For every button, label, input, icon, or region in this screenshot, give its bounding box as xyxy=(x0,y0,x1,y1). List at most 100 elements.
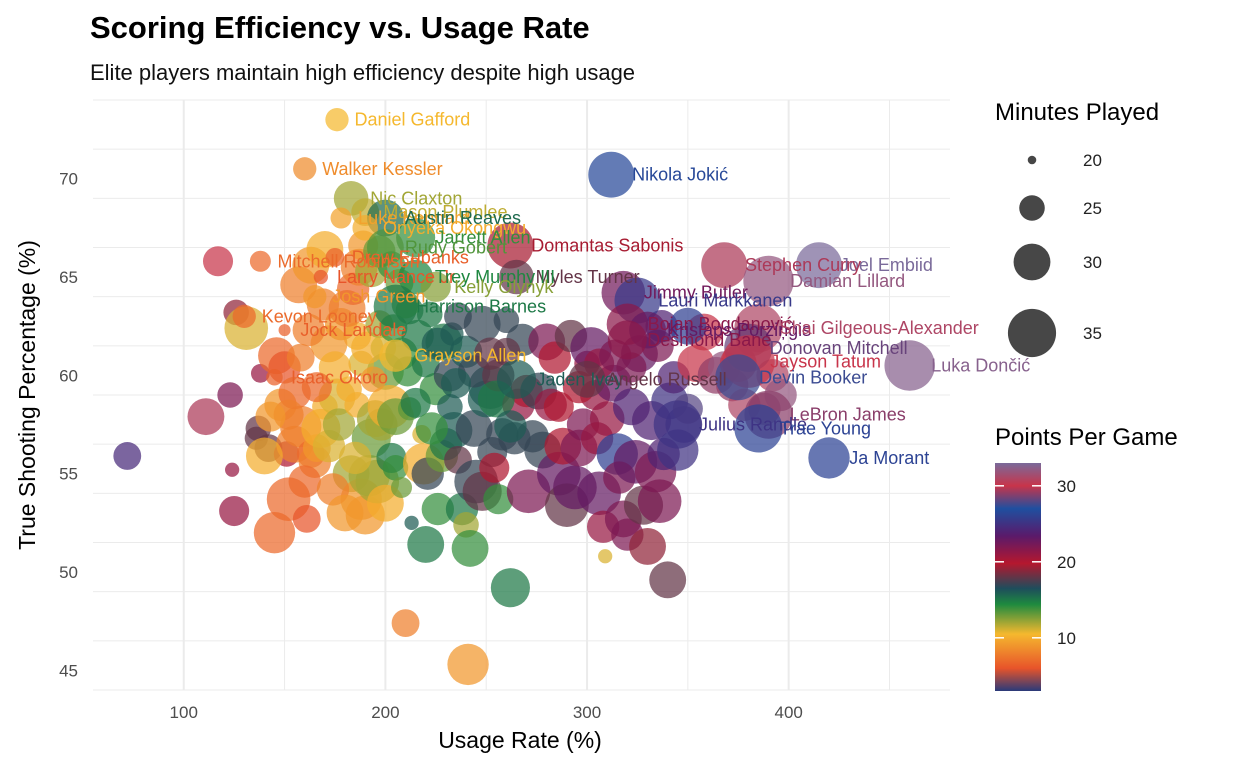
player-point xyxy=(292,313,325,347)
player-point-myles-turner xyxy=(499,259,534,295)
player-label: Bojan Bogdanović xyxy=(648,314,793,334)
player-point xyxy=(391,476,413,498)
y-tick-label: 55 xyxy=(59,465,78,484)
x-tick-label: 100 xyxy=(170,703,198,722)
player-point-domantas-sabonis xyxy=(487,222,534,269)
player-point xyxy=(479,452,510,483)
chart-title: Scoring Efficiency vs. Usage Rate xyxy=(90,10,590,45)
player-point xyxy=(421,492,454,526)
player-point xyxy=(360,366,387,393)
player-point xyxy=(455,410,493,447)
size-legend-key xyxy=(1007,308,1057,358)
size-legend-title: Minutes Played xyxy=(995,99,1159,126)
player-point xyxy=(288,465,321,498)
player-label: Walker Kessler xyxy=(322,159,442,179)
player-point xyxy=(440,368,472,399)
axes: Usage Rate (%) True Shooting Percentage … xyxy=(14,170,803,753)
player-point-mitchell-robinson xyxy=(249,250,271,272)
y-tick-label: 70 xyxy=(59,170,78,189)
player-label: Donovan Mitchell xyxy=(770,338,908,358)
player-point-larry-nance-jr- xyxy=(313,269,328,285)
size-legend-label: 25 xyxy=(1083,199,1102,218)
player-point xyxy=(255,401,286,432)
player-point-kevon-looney xyxy=(232,304,256,328)
player-point-ja-morant xyxy=(808,437,850,479)
player-point xyxy=(649,561,687,599)
player-label: Daniel Gafford xyxy=(354,110,470,130)
player-point xyxy=(490,568,530,608)
y-tick-label: 60 xyxy=(59,366,78,385)
player-label: Joel Embiid xyxy=(840,255,933,275)
point-labels: Daniel Gafford Walker Kessler Nikola Jokić… xyxy=(262,110,1031,468)
player-label: Trae Young xyxy=(780,418,871,438)
player-point xyxy=(451,529,489,567)
player-point xyxy=(421,327,454,361)
player-label: Shai Gilgeous-Alexander xyxy=(780,318,979,338)
player-point xyxy=(463,305,501,343)
player-point-harrison-barnes xyxy=(373,284,418,329)
player-point-devin-booker xyxy=(715,354,762,401)
player-point-isaac-okoro xyxy=(266,369,283,386)
player-point-nikola-joki- xyxy=(588,151,635,198)
player-label: Jimmy Butler xyxy=(644,283,748,303)
player-label: Austin Reaves xyxy=(405,208,521,228)
player-point xyxy=(253,511,296,554)
player-point xyxy=(391,609,420,638)
player-point xyxy=(415,412,448,445)
player-point-walker-kessler xyxy=(293,157,317,181)
player-label: Domantas Sabonis xyxy=(531,236,683,256)
player-point xyxy=(219,495,250,527)
player-label: Jarrett Allen xyxy=(436,228,531,248)
player-point xyxy=(187,398,225,436)
player-point-damian-lillard xyxy=(743,255,794,307)
player-label: Julius Randle xyxy=(699,415,807,435)
player-point-onyeka-okongwu xyxy=(352,215,379,241)
player-label: Mason Plumlee xyxy=(383,202,507,222)
player-label: Stephen Curry xyxy=(745,255,861,275)
size-legend-label: 30 xyxy=(1083,253,1102,272)
player-label: Damian Lillard xyxy=(790,271,905,291)
player-label: Drew Eubanks xyxy=(352,247,469,267)
size-legend-key xyxy=(1013,243,1051,281)
player-label: Kevon Looney xyxy=(262,306,377,326)
player-point xyxy=(629,528,666,565)
player-label: Larry Nance Jr. xyxy=(337,267,459,287)
player-label: Isaac Okoro xyxy=(291,367,388,387)
player-point-angelo-russell xyxy=(568,360,606,398)
player-label: Rudy Gobert xyxy=(405,238,507,258)
player-label: Onyeka Okongwu xyxy=(383,218,526,238)
player-label: Angelo Russell xyxy=(607,369,727,389)
player-point xyxy=(225,462,240,477)
player-label: Jock Landale xyxy=(300,320,406,340)
player-point xyxy=(301,372,332,403)
player-point xyxy=(494,410,527,443)
size-legend-key xyxy=(1019,195,1045,221)
player-label: Jayson Tatum xyxy=(770,352,881,372)
colorbar xyxy=(995,463,1041,691)
player-label: Myles Turner xyxy=(536,267,640,287)
player-label: Grayson Allen xyxy=(414,346,526,366)
player-label: Ja Morant xyxy=(849,448,929,468)
player-point xyxy=(326,494,364,532)
player-point-luke-kennard xyxy=(330,207,352,229)
player-label: Mitchell Robinson xyxy=(278,251,420,271)
player-point xyxy=(669,307,707,345)
player-point xyxy=(407,526,445,563)
colorbar-label: 20 xyxy=(1057,553,1076,572)
player-point-kelly-olynyk xyxy=(420,271,451,302)
player-point xyxy=(483,484,514,515)
player-point xyxy=(400,387,431,418)
y-axis-title: True Shooting Percentage (%) xyxy=(14,240,40,550)
player-point xyxy=(447,643,489,686)
y-tick-label: 45 xyxy=(59,661,78,680)
player-point-rudy-gobert xyxy=(366,229,404,266)
player-point-jaden-ivey xyxy=(496,359,537,399)
player-point-grayson-allen xyxy=(379,339,412,372)
player-label: Luka Dončić xyxy=(931,356,1030,376)
player-point-jarrett-allen xyxy=(396,218,436,258)
size-legend-label: 20 xyxy=(1083,151,1102,170)
player-label: Trey Murphy III xyxy=(435,267,555,287)
y-tick-label: 65 xyxy=(59,268,78,287)
player-point xyxy=(404,515,419,530)
player-point xyxy=(318,351,352,384)
